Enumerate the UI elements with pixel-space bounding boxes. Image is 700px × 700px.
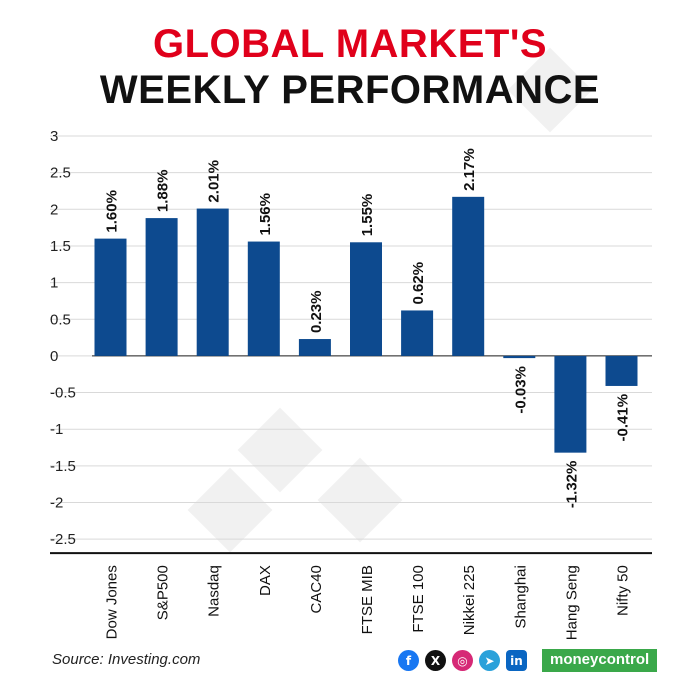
x-tick-label: FTSE 100 <box>410 565 427 633</box>
bar <box>503 355 536 359</box>
title-line-2: WEEKLY PERFORMANCE <box>99 68 601 112</box>
data-label: 1.55% <box>359 194 376 237</box>
x-tick-label: FTSE MIB <box>359 565 376 634</box>
bar <box>145 218 178 356</box>
facebook-icon[interactable]: f <box>398 650 419 671</box>
data-label: 0.23% <box>308 290 325 333</box>
y-tick-label: -1.5 <box>50 458 76 475</box>
y-tick-label: 0 <box>50 348 58 365</box>
data-label: -0.41% <box>615 394 632 442</box>
y-tick-label: 3 <box>50 128 58 145</box>
telegram-icon[interactable]: ➤ <box>479 650 500 671</box>
bar <box>554 355 587 453</box>
x-icon[interactable]: X <box>425 650 446 671</box>
bar <box>247 241 280 356</box>
x-tick-label: Nifty 50 <box>615 565 632 616</box>
y-tick-label: 1 <box>50 275 58 292</box>
instagram-icon[interactable]: ◎ <box>452 650 473 671</box>
data-label: 0.62% <box>410 262 427 305</box>
y-tick-label: 1.5 <box>50 238 71 255</box>
x-tick-label: S&P500 <box>155 565 172 620</box>
x-tick-label: Dow Jones <box>104 565 121 639</box>
y-tick-label: 0.5 <box>50 311 71 328</box>
data-label: 2.01% <box>206 160 223 203</box>
y-tick-label: -2 <box>50 495 63 512</box>
y-tick-label: 2.5 <box>50 165 71 182</box>
social-icons: f X ◎ ➤ in <box>398 650 527 671</box>
data-label: -0.03% <box>512 366 529 414</box>
linkedin-icon[interactable]: in <box>506 650 527 671</box>
x-tick-label: Nasdaq <box>206 565 223 617</box>
y-tick-label: 2 <box>50 201 58 218</box>
x-tick-label: Nikkei 225 <box>461 565 478 635</box>
data-label: 1.60% <box>104 190 121 233</box>
brand-logo: moneycontrol <box>542 649 658 672</box>
bar <box>298 339 331 356</box>
bar <box>452 196 485 356</box>
bar <box>94 238 127 356</box>
y-tick-label: -2.5 <box>50 531 76 548</box>
x-tick-label: DAX <box>257 565 274 596</box>
bar <box>605 355 638 386</box>
x-tick-label: Hang Seng <box>563 565 580 640</box>
bar <box>350 242 382 356</box>
bar <box>401 310 434 356</box>
x-tick-label: Shanghai <box>512 565 529 628</box>
title-line-1: GLOBAL MARKET'S <box>152 22 548 66</box>
data-label: 1.88% <box>155 170 172 213</box>
y-tick-label: -0.5 <box>50 385 76 402</box>
data-label: -1.32% <box>563 461 580 509</box>
y-tick-label: -1 <box>50 421 63 438</box>
x-tick-label: CAC40 <box>308 565 325 613</box>
source-note: Source: Investing.com <box>52 651 201 668</box>
bar <box>196 208 229 356</box>
data-label: 2.17% <box>461 148 478 191</box>
data-label: 1.56% <box>257 193 274 236</box>
